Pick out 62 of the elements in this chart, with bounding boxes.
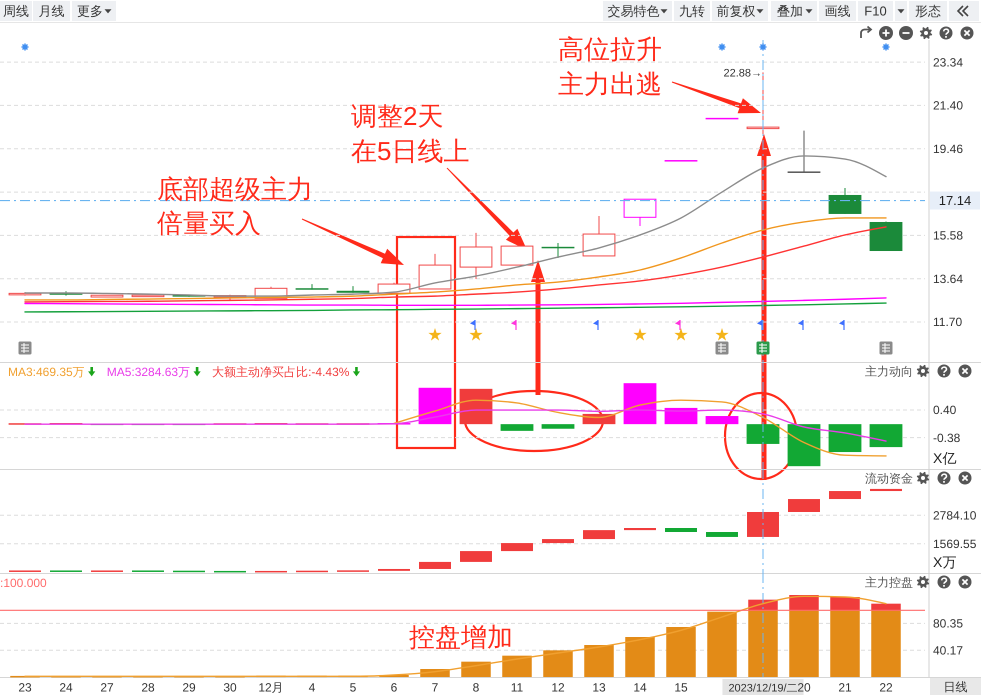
button: 形态 xyxy=(909,1,947,21)
y-tick-label: 40.17 xyxy=(933,643,964,658)
x-tick-label: 14 xyxy=(633,680,647,694)
ref-line-label: 17.14 xyxy=(938,193,972,208)
x-tick-label: 7 xyxy=(432,680,439,694)
y-tick-label: 21.40 xyxy=(933,98,964,113)
ref-line-label: :100.000 xyxy=(0,576,48,590)
x-tick-label: 13 xyxy=(592,680,606,694)
x-tick-label: 2023/12/19/二 xyxy=(728,682,798,694)
button: 周线 xyxy=(0,1,32,21)
y-tick-label: 13.64 xyxy=(933,272,964,286)
annotation: 底部超级主力 xyxy=(157,174,313,204)
button: 更多 xyxy=(72,1,116,21)
y-tick-label: 0.40 xyxy=(933,403,957,418)
x-tick-label: 6 xyxy=(390,680,398,694)
button: 交易特色 xyxy=(603,1,672,21)
x-tick-label: 30 xyxy=(223,680,237,694)
x-tick-label: 8 xyxy=(472,680,480,694)
button: 日线 xyxy=(930,678,981,695)
x-tick-label: 20 xyxy=(797,680,811,694)
button: F10 xyxy=(858,1,893,21)
y-axis-title: X万 xyxy=(933,554,956,570)
annotation: 在5日线上 xyxy=(351,136,470,166)
x-tick-label: 28 xyxy=(141,680,155,694)
x-tick-label: 15 xyxy=(674,680,688,694)
annotation: 控盘增加 xyxy=(409,622,513,652)
button: 画线 xyxy=(819,1,856,21)
y-axis-title: X亿 xyxy=(933,450,956,466)
x-tick-label: 4 xyxy=(308,680,316,694)
text: 大额主动净买占比:-4.43% xyxy=(212,365,350,379)
annotation: 调整2天 xyxy=(351,101,444,131)
button: 前复权 xyxy=(712,1,768,21)
x-tick-label: 27 xyxy=(100,680,114,694)
annotation: 倍量买入 xyxy=(157,208,261,238)
x-tick-label: 21 xyxy=(838,680,852,694)
y-tick-label: 1569.55 xyxy=(933,536,977,551)
x-tick-label: 29 xyxy=(182,680,196,694)
chart-title: 流动资金 xyxy=(865,472,913,486)
chart-title: 主力控盘 xyxy=(865,576,913,590)
button: 叠加 xyxy=(771,1,817,21)
x-tick-label: 11 xyxy=(510,680,524,694)
annotation: 主力出逃 xyxy=(558,69,662,99)
annotation: 高位拉升 xyxy=(558,34,662,64)
annotation: 22.88→ xyxy=(723,67,762,80)
text: MA5:3284.63万 xyxy=(106,365,190,379)
y-tick-label: -0.38 xyxy=(933,430,961,445)
x-tick-label: 24 xyxy=(59,680,73,694)
y-tick-label: 19.46 xyxy=(933,142,964,156)
x-tick-label: 12 xyxy=(551,680,565,694)
x-tick-label: 5 xyxy=(350,680,357,694)
button: 月线 xyxy=(33,1,70,21)
button: 九转 xyxy=(674,1,710,21)
chart-title: 主力动向 xyxy=(865,364,913,378)
y-tick-label: 80.35 xyxy=(933,616,964,631)
y-tick-label: 11.70 xyxy=(933,315,962,330)
y-tick-label: 23.34 xyxy=(933,55,964,70)
x-tick-label: 22 xyxy=(879,680,893,694)
x-tick-label: 23 xyxy=(18,680,32,694)
y-tick-label: 2784.10 xyxy=(933,508,977,522)
x-tick-label: 12月 xyxy=(258,680,284,694)
text: MA3:469.35万 xyxy=(8,365,85,379)
y-tick-label: 15.58 xyxy=(933,228,964,243)
